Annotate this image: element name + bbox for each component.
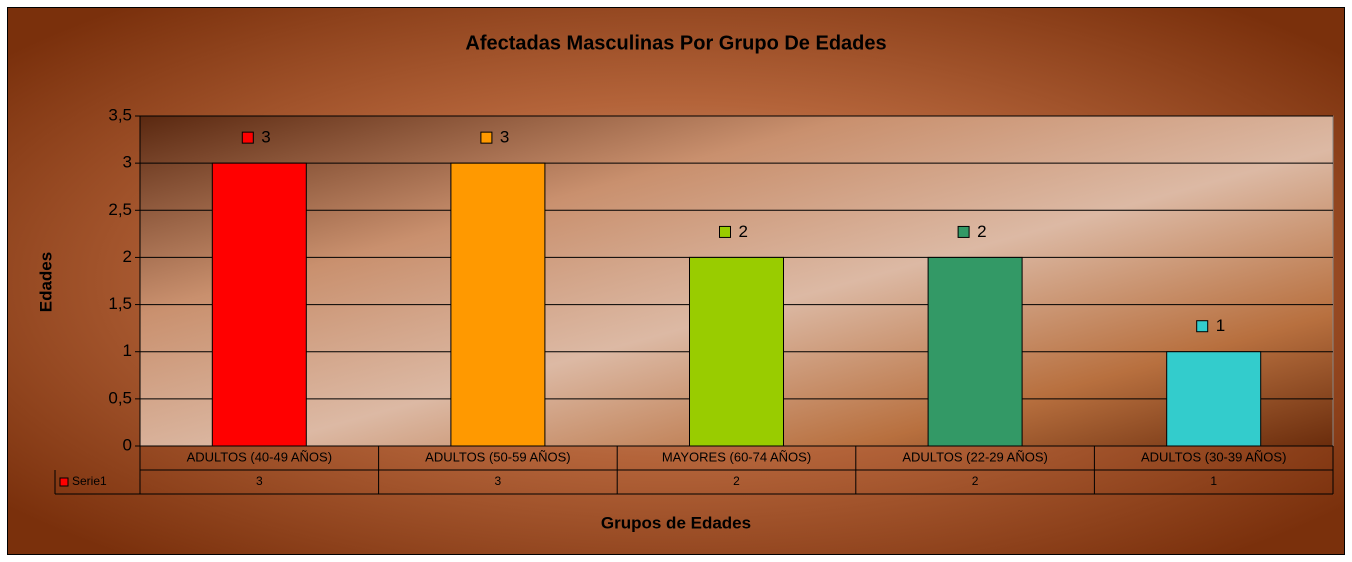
bar xyxy=(450,162,546,447)
y-tick-label: 0 xyxy=(123,435,132,454)
y-tick-label: 2,5 xyxy=(108,200,132,219)
table-value: 3 xyxy=(256,474,263,488)
y-axis-label: Edades xyxy=(36,252,55,312)
bar xyxy=(689,256,784,447)
y-tick-label: 2 xyxy=(123,247,132,266)
data-label-key xyxy=(1196,320,1209,333)
legend-label: Serie1 xyxy=(72,474,107,488)
data-label: 1 xyxy=(1216,316,1225,335)
data-label: 2 xyxy=(739,222,748,241)
bar xyxy=(927,256,1023,447)
data-label-key xyxy=(241,131,254,144)
table-value: 1 xyxy=(1210,474,1217,488)
data-label-key xyxy=(719,225,731,238)
x-tick-label: ADULTOS (40-49 AÑOS) xyxy=(187,449,332,464)
x-tick-label: ADULTOS (30-39 AÑOS) xyxy=(1141,449,1286,464)
data-label-key xyxy=(480,131,493,144)
legend-key xyxy=(59,477,69,487)
data-label: 2 xyxy=(977,222,986,241)
x-axis-label: Grupos de Edades xyxy=(601,513,751,532)
data-label: 3 xyxy=(261,128,270,147)
table-value: 2 xyxy=(733,474,740,488)
chart-title: Afectadas Masculinas Por Grupo De Edades xyxy=(465,32,886,54)
table-value: 3 xyxy=(495,474,502,488)
bar xyxy=(211,162,307,447)
y-tick-label: 3,5 xyxy=(108,105,132,124)
data-label: 3 xyxy=(500,128,509,147)
table-value: 2 xyxy=(972,474,979,488)
data-label-key xyxy=(957,225,970,238)
bar xyxy=(1166,351,1262,447)
x-tick-label: ADULTOS (50-59 AÑOS) xyxy=(425,449,570,464)
x-tick-label: ADULTOS (22-29 AÑOS) xyxy=(902,449,1047,464)
x-tick-label: MAYORES (60-74 AÑOS) xyxy=(662,449,811,464)
y-tick-label: 1,5 xyxy=(108,294,132,313)
y-tick-label: 3 xyxy=(123,153,132,172)
y-tick-label: 0,5 xyxy=(108,388,132,407)
y-tick-label: 1 xyxy=(123,341,132,360)
